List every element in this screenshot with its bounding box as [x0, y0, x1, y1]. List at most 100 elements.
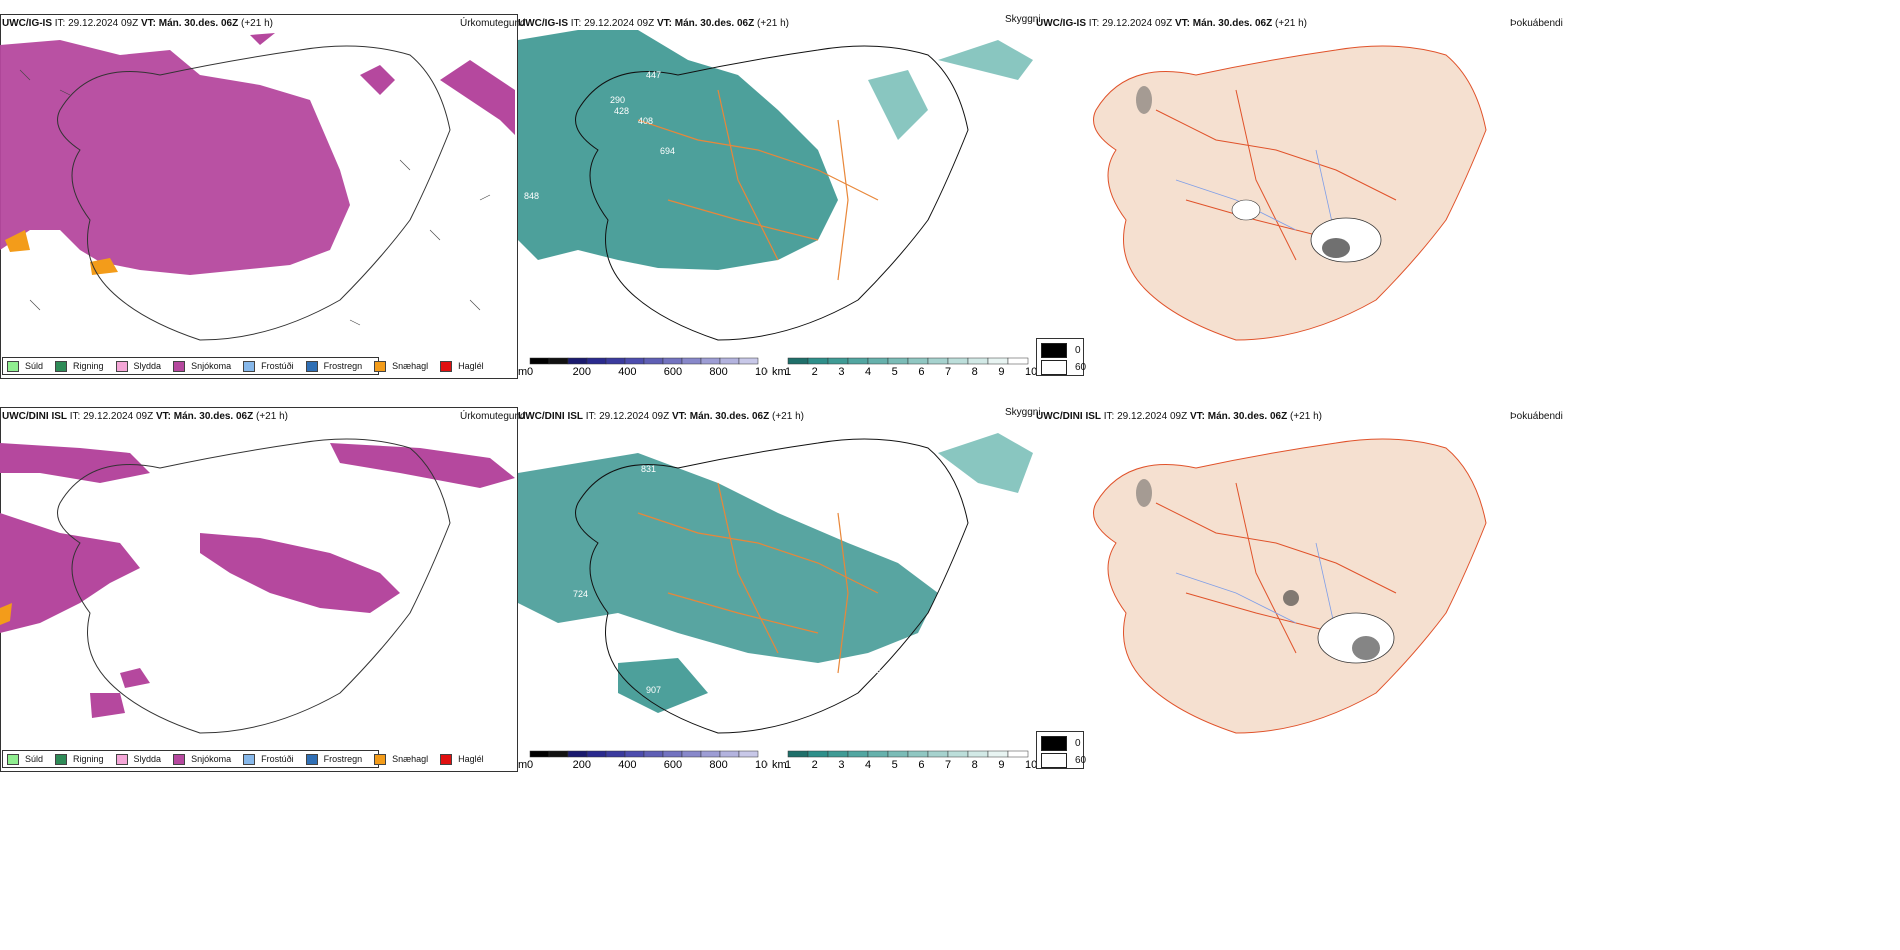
colorbar-cell — [787, 750, 809, 758]
colorbar-tick-label: 5 — [892, 759, 898, 770]
legend-swatch — [374, 753, 387, 765]
vis-value: 428 — [614, 106, 629, 116]
fog-light-swatch — [1041, 753, 1067, 768]
legend-label: Frostregn — [323, 754, 363, 764]
colorbar-cell — [567, 357, 588, 365]
lead-time: (+21 h) — [256, 411, 288, 422]
colorbar-tick-label: 400 — [618, 759, 636, 770]
colorbar-unit: m — [518, 759, 527, 770]
legend-swatch — [115, 360, 128, 372]
colorbar-tick-label: 600 — [664, 366, 682, 377]
row-1: UWC/IG-IS IT: 29.12.2024 09Z VT: Mán. 30… — [0, 14, 1563, 379]
colorbar-cell — [967, 357, 989, 365]
valid-time: VT: Mán. 30.des. 06Z — [1174, 18, 1273, 29]
precip-legend-item: Snæhagl — [374, 360, 428, 372]
colorbar-tick-label: 600 — [664, 759, 682, 770]
model-header: UWC/IG-IS IT: 29.12.2024 09Z VT: Mán. 30… — [518, 18, 789, 29]
legend-swatch — [55, 753, 68, 765]
precip-legend-item: Haglél — [440, 753, 484, 765]
colorbar-cell — [1007, 750, 1029, 758]
colorbar-tick-label: 800 — [709, 366, 727, 377]
vis-value: 907 — [646, 685, 661, 695]
legend-label: Súld — [25, 361, 44, 371]
m-scale-cells: m0 200 400 600 800 1000 — [518, 357, 768, 377]
colorbar-tick-label: 200 — [573, 366, 591, 377]
colorbar-cell — [681, 750, 702, 758]
precip-legend-item: Haglél — [440, 360, 484, 372]
colorbar-tick-label: 8 — [972, 366, 978, 377]
colorbar-cell — [719, 750, 740, 758]
colorbar-unit: m — [518, 366, 527, 377]
lead-time: (+21 h) — [757, 18, 789, 29]
precip-legend-item: Frostúði — [243, 360, 294, 372]
legend-swatch — [7, 753, 19, 765]
colorbar-cell — [605, 357, 626, 365]
vis-value: 14 — [828, 252, 838, 262]
colorbar-tick-label: 1 — [785, 759, 791, 770]
model-name: UWC/IG-IS — [2, 18, 52, 29]
precip-legend-item: Slydda — [115, 360, 161, 372]
model-header: UWC/DINI ISL IT: 29.12.2024 09Z VT: Mán.… — [518, 411, 804, 422]
model-header: UWC/IG-IS IT: 29.12.2024 09Z VT: Mán. 30… — [1036, 18, 1307, 29]
vis-title: Skyggni — [1005, 407, 1041, 418]
precip-legend: Súld Rigning Slydda Snjókoma Frostúði Frostre… — [2, 357, 484, 375]
colorbar-cell — [662, 750, 683, 758]
model-header: UWC/IG-IS IT: 29.12.2024 09Z VT: Mán. 30… — [2, 18, 273, 29]
colorbar-tick-label: 4 — [865, 759, 871, 770]
legend-label: Rigning — [73, 361, 104, 371]
colorbar-cell — [662, 357, 683, 365]
model-name: UWC/IG-IS — [518, 18, 568, 29]
fog-light-label: 60 — [1075, 755, 1087, 766]
model-header: UWC/DINI ISL IT: 29.12.2024 09Z VT: Mán.… — [1036, 411, 1322, 422]
vis-value: 408 — [638, 116, 653, 126]
colorbar-cell — [548, 750, 569, 758]
legend-swatch — [440, 360, 453, 372]
vis-colorbar-km: km 1 2 3 4 5 6 7 8 9 10 — [772, 357, 1036, 377]
legend-swatch — [440, 753, 453, 765]
colorbar-cell — [807, 357, 829, 365]
fog-dark-label: 0 — [1075, 738, 1081, 749]
vis-value: 694 — [660, 146, 675, 156]
colorbar-cell — [624, 357, 645, 365]
legend-label: Snjókoma — [191, 754, 232, 764]
colorbar-cell — [700, 750, 721, 758]
legend-label: Snjókoma — [191, 361, 232, 371]
colorbar-tick-label: 0 — [527, 759, 533, 770]
km-scale-cells: km1 2 3 4 5 6 7 8 9 10 — [772, 357, 1036, 377]
row2-maps: 831 724 62 103 907 — [0, 433, 1487, 734]
colorbar-tick-label: 0 — [527, 366, 533, 377]
precip-legend-item: Súld — [7, 753, 43, 765]
colorbar-cell — [624, 750, 645, 758]
legend-label: Frostúði — [261, 754, 294, 764]
legend-label: Rigning — [73, 754, 104, 764]
vis-value: 62 — [570, 634, 580, 644]
colorbar-tick-label: 9 — [998, 366, 1004, 377]
colorbar-cell — [548, 357, 569, 365]
colorbar-cell — [867, 357, 889, 365]
colorbar-cell — [887, 357, 909, 365]
fog-light-label: 60 — [1075, 362, 1087, 373]
precip-legend-item: Snjókoma — [173, 360, 232, 372]
vis-value: 848 — [524, 191, 539, 201]
fog-dark-swatch — [1041, 343, 1067, 358]
precip-legend-item: Slydda — [115, 753, 161, 765]
legend-swatch — [55, 360, 68, 372]
precip-legend-item: Rigning — [55, 753, 104, 765]
precip-legend-item: Snjókoma — [173, 753, 232, 765]
colorbar-tick-label: 4 — [865, 366, 871, 377]
valid-time: VT: Mán. 30.des. 06Z — [155, 411, 254, 422]
legend-swatch — [173, 360, 186, 372]
legend-swatch — [243, 753, 256, 765]
colorbar-tick-label: 5 — [892, 366, 898, 377]
colorbar-cell — [700, 357, 721, 365]
colorbar-cell — [967, 750, 989, 758]
init-time: IT: 29.12.2024 09Z — [69, 411, 154, 422]
vis-title: Skyggni — [1005, 14, 1041, 25]
fog-legend: 0 60 — [1036, 338, 1087, 376]
colorbar-tick-label: 10 — [1025, 366, 1036, 377]
colorbar-cell — [907, 750, 929, 758]
legend-swatch — [173, 753, 186, 765]
lead-time: (+21 h) — [1275, 18, 1307, 29]
colorbar-cell — [643, 357, 664, 365]
lead-time: (+21 h) — [1290, 411, 1322, 422]
